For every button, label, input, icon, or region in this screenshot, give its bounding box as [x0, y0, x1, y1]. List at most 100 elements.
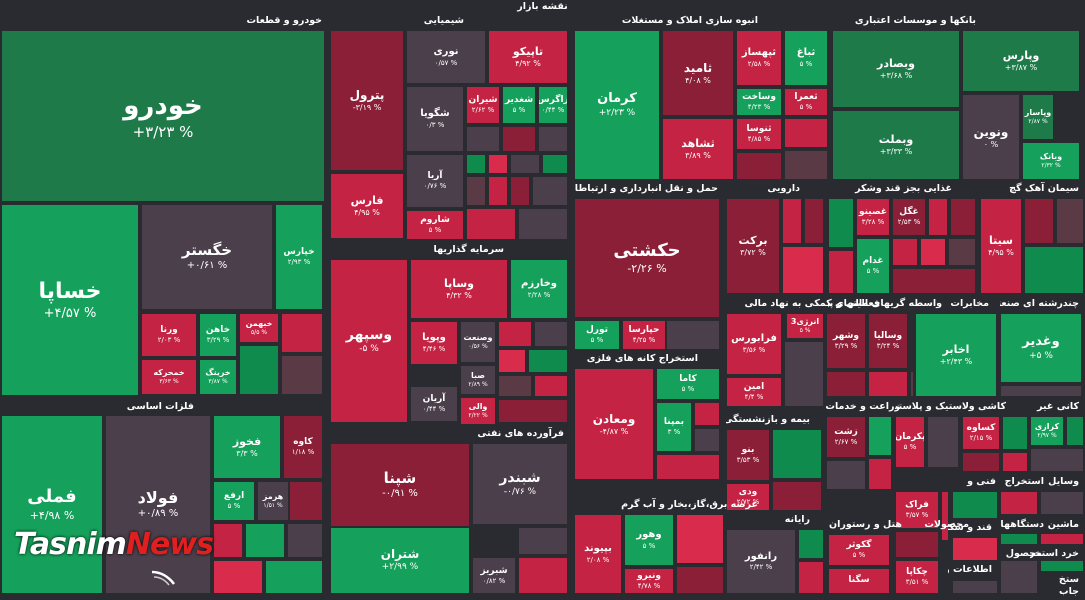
- stock-tile[interactable]: ونیرو ۴/۷۸ %: [624, 568, 674, 594]
- stock-tile[interactable]: وغدیر +۵ %: [1000, 313, 1082, 383]
- minor-tile[interactable]: [1066, 416, 1084, 446]
- stock-tile[interactable]: ارفع ۵ %: [213, 481, 255, 521]
- stock-tile[interactable]: شپنا -۰/۹۱ %: [330, 443, 470, 527]
- stock-tile[interactable]: هرمز ۱/۵۱ %: [257, 481, 289, 521]
- minor-tile[interactable]: [518, 527, 568, 555]
- stock-tile[interactable]: غصینو ۳/۲۸ %: [856, 198, 890, 236]
- minor-tile[interactable]: [239, 345, 279, 395]
- stock-tile[interactable]: والی ۲/۲۲ %: [460, 397, 496, 425]
- stock-tile[interactable]: وخارزم ۲/۲۸ %: [510, 259, 568, 319]
- minor-tile[interactable]: [772, 429, 822, 479]
- stock-tile[interactable]: زشت ۲/۶۷ %: [826, 416, 866, 458]
- minor-tile[interactable]: [1000, 491, 1038, 515]
- stock-tile[interactable]: شبریز ۰/۸۲ %: [472, 557, 516, 594]
- stock-tile[interactable]: وبانک ۲/۳۲ %: [1022, 142, 1080, 180]
- stock-tile[interactable]: گکوثر ۵ %: [828, 534, 890, 566]
- stock-tile[interactable]: وپارس +۳/۸۷ %: [962, 30, 1080, 92]
- stock-tile[interactable]: فخوز ۳/۳ %: [213, 415, 281, 479]
- minor-tile[interactable]: [920, 238, 946, 266]
- stock-tile[interactable]: آریان ۰/۴۴ %: [410, 386, 458, 422]
- stock-tile[interactable]: فرابورس ۳/۵۶ %: [726, 313, 782, 375]
- minor-tile[interactable]: [213, 523, 243, 558]
- minor-tile[interactable]: [782, 246, 824, 294]
- stock-tile[interactable]: پترول -۳/۱۹ %: [330, 30, 404, 171]
- minor-tile[interactable]: [498, 375, 532, 397]
- stock-tile[interactable]: خاهن ۳/۲۹ %: [199, 313, 237, 357]
- minor-tile[interactable]: [868, 458, 892, 490]
- stock-tile[interactable]: شیران ۲/۶۲ %: [466, 86, 500, 124]
- minor-tile[interactable]: [952, 580, 998, 594]
- stock-tile[interactable]: امین ۴/۴ %: [726, 377, 782, 407]
- stock-tile[interactable]: صبا ۲/۸۹ %: [460, 365, 496, 395]
- minor-tile[interactable]: [828, 250, 854, 294]
- stock-tile[interactable]: خودرو +۳/۲۳ %: [1, 30, 325, 202]
- minor-tile[interactable]: [784, 341, 824, 407]
- stock-tile[interactable]: رانفور ۲/۴۲ %: [726, 529, 796, 594]
- stock-tile[interactable]: وسپهر -۵ %: [330, 259, 408, 423]
- stock-tile[interactable]: خرینگ ۳/۸۷ %: [199, 359, 237, 395]
- minor-tile[interactable]: [804, 198, 824, 244]
- minor-tile[interactable]: [952, 537, 998, 561]
- stock-tile[interactable]: وسالیا ۳/۲۴ %: [868, 313, 908, 369]
- stock-tile[interactable]: وبصادر +۳/۶۸ %: [832, 30, 960, 108]
- minor-tile[interactable]: [784, 118, 828, 148]
- stock-tile[interactable]: حکشتی -۲/۲۶ %: [574, 198, 720, 318]
- stock-tile[interactable]: حپارسا ۴/۲۵ %: [622, 320, 666, 350]
- minor-tile[interactable]: [892, 238, 918, 266]
- minor-tile[interactable]: [245, 523, 285, 558]
- stock-tile[interactable]: ثعمرا ۵ %: [784, 88, 828, 116]
- stock-tile[interactable]: وپویا ۴/۴۶ %: [410, 321, 458, 365]
- minor-tile[interactable]: [952, 491, 998, 519]
- stock-tile[interactable]: تورل ۵ %: [574, 320, 620, 350]
- stock-tile[interactable]: ونوین ۰ %: [962, 94, 1020, 180]
- minor-tile[interactable]: [1040, 491, 1084, 515]
- minor-tile[interactable]: [892, 268, 976, 294]
- stock-tile[interactable]: ثشاهد ۳/۸۹ %: [662, 118, 734, 180]
- stock-tile[interactable]: بمپنا ۳ %: [656, 402, 692, 452]
- minor-tile[interactable]: [534, 321, 568, 347]
- stock-tile[interactable]: شگویا ۰/۳ %: [406, 86, 464, 152]
- stock-tile[interactable]: غدام ۵ %: [856, 238, 890, 294]
- minor-tile[interactable]: [498, 399, 568, 423]
- minor-tile[interactable]: [466, 176, 486, 206]
- minor-tile[interactable]: [826, 460, 866, 490]
- minor-tile[interactable]: [488, 154, 508, 174]
- stock-tile[interactable]: چکاپا ۳/۵۱ %: [895, 560, 939, 594]
- minor-tile[interactable]: [488, 176, 508, 206]
- minor-tile[interactable]: [466, 126, 500, 152]
- minor-tile[interactable]: [694, 428, 720, 452]
- minor-tile[interactable]: [941, 491, 949, 541]
- stock-tile[interactable]: خپارس ۲/۹۳ %: [275, 204, 323, 310]
- stock-tile[interactable]: ثنوسا ۴/۸۵ %: [736, 118, 782, 150]
- minor-tile[interactable]: [538, 126, 568, 152]
- minor-tile[interactable]: [798, 561, 824, 594]
- minor-tile[interactable]: [928, 198, 948, 236]
- minor-tile[interactable]: [281, 355, 323, 395]
- minor-tile[interactable]: [950, 198, 976, 236]
- minor-tile[interactable]: [1040, 533, 1084, 545]
- stock-tile[interactable]: کرازی ۲/۹۷ %: [1030, 416, 1064, 446]
- stock-tile[interactable]: وپاسار ۲/۸۷ %: [1022, 94, 1054, 140]
- stock-tile[interactable]: وساخت ۴/۲۳ %: [736, 88, 782, 116]
- minor-tile[interactable]: [694, 402, 720, 426]
- stock-tile[interactable]: اخابر +۲/۴۳ %: [915, 313, 997, 397]
- stock-tile[interactable]: فولاد +۰/۸۹ %: [105, 415, 211, 594]
- stock-tile[interactable]: ثپهساز ۲/۵۸ %: [736, 30, 782, 86]
- stock-tile[interactable]: کاما ۵ %: [656, 368, 720, 400]
- stock-tile[interactable]: کرمان +۲/۲۳ %: [574, 30, 660, 180]
- minor-tile[interactable]: [927, 416, 959, 468]
- minor-tile[interactable]: [532, 176, 568, 206]
- minor-tile[interactable]: [948, 238, 976, 266]
- minor-tile[interactable]: [784, 150, 828, 180]
- stock-tile[interactable]: شبندر -۰/۷۶ %: [472, 443, 568, 525]
- stock-tile[interactable]: کاوه ۱/۱۸ %: [283, 415, 323, 479]
- stock-tile[interactable]: برکت ۳/۷۲ %: [726, 198, 780, 294]
- stock-tile[interactable]: ومعادن -۴/۸۷ %: [574, 368, 654, 480]
- stock-tile[interactable]: سگنا: [828, 568, 890, 594]
- minor-tile[interactable]: [1024, 198, 1054, 244]
- stock-tile[interactable]: بنو ۳/۵۳ %: [726, 429, 770, 481]
- minor-tile[interactable]: [782, 198, 802, 244]
- stock-tile[interactable]: ثامید ۴/۰۸ %: [662, 30, 734, 116]
- stock-tile[interactable]: فراک ۳/۵۷ %: [895, 491, 939, 529]
- stock-tile[interactable]: سیتا ۴/۹۵ %: [980, 198, 1022, 294]
